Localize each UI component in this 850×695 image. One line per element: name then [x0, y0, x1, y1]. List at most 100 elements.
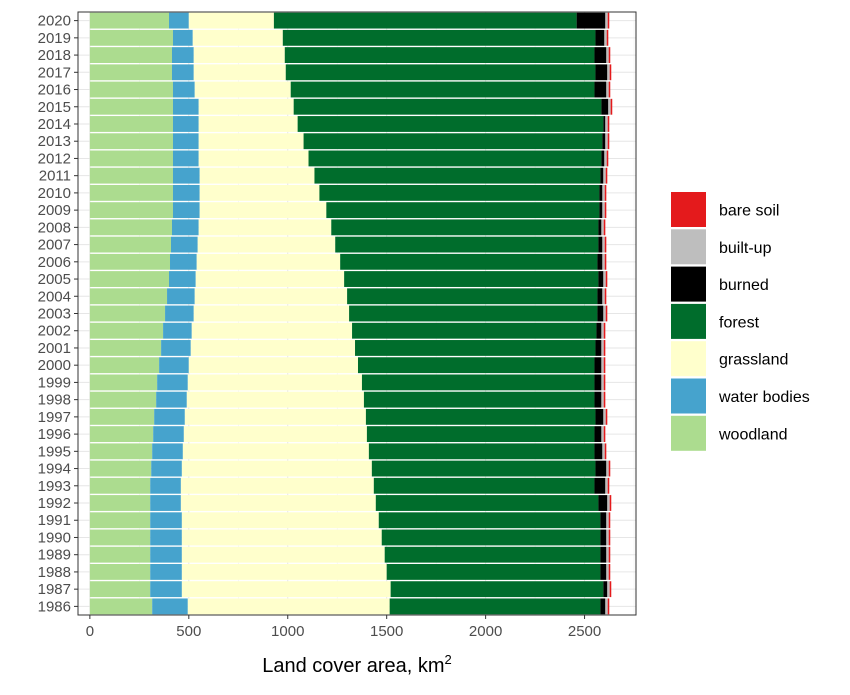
bar-segment-burned-2000: [594, 357, 602, 374]
bar-segment-forest-1999: [361, 374, 595, 391]
y-tick-label: 2014: [38, 116, 71, 133]
bar-segment-grassland-1999: [187, 374, 362, 391]
bar-segment-burned-2012: [601, 150, 605, 167]
bar-segment-water-bodies-2010: [172, 184, 200, 201]
bar-segment-forest-1994: [371, 460, 596, 477]
y-tick-label: 2000: [38, 357, 71, 374]
bar-segment-built-up-2013: [605, 133, 608, 150]
bar-segment-woodland-1988: [89, 564, 151, 580]
bar-segment-forest-2000: [357, 357, 595, 374]
bar-segment-built-up-1996: [601, 426, 604, 443]
y-tick-label: 1993: [38, 478, 71, 495]
bar-segment-water-bodies-2016: [172, 81, 195, 98]
bar-segment-built-up-2007: [602, 236, 605, 253]
bar-segment-water-bodies-2013: [172, 133, 199, 150]
bar-segment-water-bodies-1987: [150, 581, 182, 598]
bar-segment-burned-1989: [600, 546, 607, 563]
bar-segment-grassland-2008: [198, 219, 332, 236]
bar-segment-woodland-1995: [89, 443, 153, 460]
bar-segment-woodland-1987: [89, 581, 151, 598]
bar-segment-woodland-2011: [89, 167, 173, 184]
bar-segment-forest-2005: [344, 271, 599, 287]
bar-segment-forest-2009: [326, 202, 600, 219]
y-tick-label: 1989: [38, 547, 71, 564]
legend-key-bare-soil: [671, 192, 706, 227]
bar-segment-grassland-2001: [190, 340, 356, 356]
bar-segment-grassland-1994: [181, 460, 372, 477]
x-tick-label: 500: [176, 623, 201, 640]
bar-segment-water-bodies-1986: [152, 598, 188, 615]
bar-segment-forest-2008: [331, 219, 599, 236]
bar-segment-burned-2001: [595, 340, 602, 356]
legend-key-grassland: [671, 341, 706, 377]
bar-segment-burned-2002: [596, 322, 602, 339]
bar-segment-woodland-2002: [89, 322, 164, 339]
bar-segment-woodland-2009: [89, 202, 173, 219]
bar-segment-water-bodies-2014: [172, 116, 199, 132]
legend-key-woodland: [671, 415, 706, 451]
bar-segment-grassland-1991: [181, 512, 379, 529]
bar-segment-water-bodies-2004: [167, 288, 195, 305]
bar-segment-built-up-2005: [603, 271, 606, 287]
bar-segment-burned-1992: [598, 495, 608, 511]
bar-segment-burned-2006: [597, 253, 603, 270]
bar-segment-built-up-1997: [603, 408, 606, 425]
bar-segment-bare-soil-2004: [604, 288, 607, 305]
y-tick-label: 1994: [38, 461, 71, 478]
y-tick-label: 2008: [38, 219, 71, 236]
y-tick-label: 2005: [38, 271, 71, 288]
bar-segment-grassland-1996: [183, 426, 367, 443]
bar-segment-burned-2010: [599, 184, 603, 201]
bar-segment-woodland-1993: [89, 477, 151, 494]
bar-segment-grassland-1986: [187, 598, 390, 615]
bar-segment-woodland-1990: [89, 529, 151, 546]
bar-segment-built-up-1998: [601, 391, 604, 408]
bar-segment-built-up-2018: [606, 47, 609, 63]
y-tick-label: 1999: [38, 374, 71, 391]
bars: [89, 12, 613, 615]
bar-segment-grassland-2017: [193, 64, 286, 81]
bar-segment-forest-2020: [273, 12, 577, 29]
bar-segment-water-bodies-2019: [172, 29, 193, 46]
y-axis: 1986198719881989199019911992199319941995…: [38, 13, 78, 615]
bar-segment-bare-soil-2012: [606, 150, 609, 167]
bar-segment-grassland-2016: [194, 81, 291, 98]
bar-segment-bare-soil-2000: [603, 357, 606, 374]
y-tick-label: 1997: [38, 409, 71, 426]
bar-segment-grassland-2002: [191, 322, 353, 339]
bar-segment-grassland-2010: [199, 184, 320, 201]
bar-segment-burned-1990: [600, 529, 607, 546]
y-tick-label: 1998: [38, 392, 71, 409]
bar-segment-burned-1994: [595, 460, 607, 477]
bar-segment-water-bodies-2001: [161, 340, 191, 356]
bar-segment-forest-1991: [378, 512, 601, 529]
y-tick-label: 2017: [38, 64, 71, 81]
bar-segment-grassland-2020: [188, 12, 274, 29]
y-tick-label: 2018: [38, 47, 71, 64]
bar-segment-forest-2006: [340, 253, 598, 270]
bar-segment-water-bodies-2020: [169, 12, 189, 29]
bar-segment-grassland-1988: [181, 564, 387, 580]
x-axis-title: Land cover area, km2: [262, 652, 452, 677]
bar-segment-built-up-1988: [606, 564, 609, 580]
bar-segment-forest-2003: [349, 305, 598, 322]
bar-segment-water-bodies-2002: [163, 322, 192, 339]
y-tick-label: 1988: [38, 564, 71, 581]
bar-segment-built-up-2015: [608, 98, 611, 115]
bar-segment-burned-1998: [594, 391, 602, 408]
bar-segment-forest-2007: [335, 236, 599, 253]
bar-segment-burned-2005: [598, 271, 604, 287]
y-tick-label: 1987: [38, 581, 71, 598]
legend-label-forest: forest: [719, 314, 760, 331]
legend-label-woodland: woodland: [718, 426, 788, 443]
y-tick-label: 1996: [38, 426, 71, 443]
x-tick-label: 2500: [568, 623, 601, 640]
bar-segment-forest-1993: [373, 477, 595, 494]
bar-segment-built-up-1989: [606, 546, 609, 563]
bar-segment-water-bodies-2017: [171, 64, 194, 81]
bar-segment-forest-2010: [319, 184, 600, 201]
bar-segment-burned-2018: [594, 47, 607, 63]
y-tick-label: 2020: [38, 13, 71, 30]
bar-segment-built-up-1993: [605, 477, 608, 494]
bar-segment-burned-1991: [600, 512, 607, 529]
